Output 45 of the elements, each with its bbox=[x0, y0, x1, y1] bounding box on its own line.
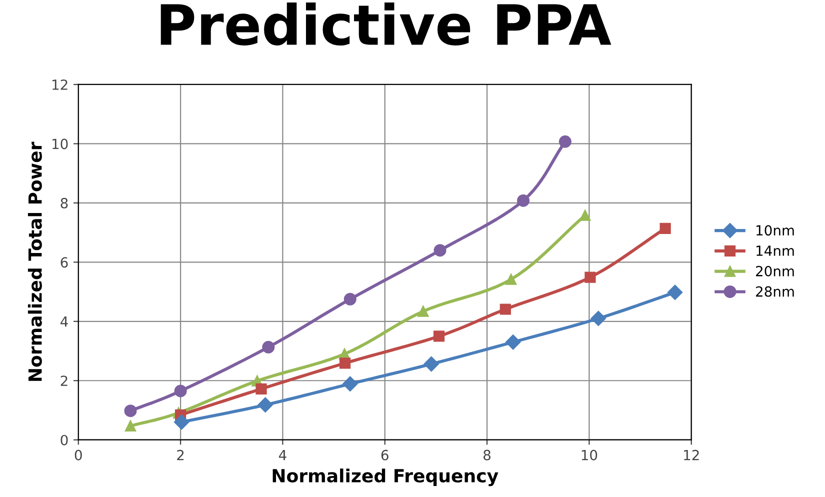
point bbox=[174, 384, 187, 398]
point bbox=[124, 420, 136, 432]
point bbox=[418, 306, 429, 317]
y-tick-label: 0 bbox=[60, 434, 68, 446]
point bbox=[500, 304, 511, 315]
point bbox=[505, 274, 517, 285]
point bbox=[424, 356, 439, 372]
y-tick-label: 4 bbox=[60, 316, 68, 327]
point bbox=[124, 404, 137, 418]
point bbox=[506, 334, 521, 350]
x-tick-label: 4 bbox=[278, 450, 286, 460]
x-tick-label: 0 bbox=[74, 450, 82, 460]
x-tick-label: 8 bbox=[484, 450, 490, 460]
x-tick-label: 10 bbox=[582, 450, 598, 460]
point bbox=[580, 210, 591, 221]
point bbox=[344, 292, 356, 306]
y-tick-label: 6 bbox=[60, 257, 68, 268]
chart-title: Predictive PPA bbox=[160, 2, 612, 46]
x-tick-label: 2 bbox=[177, 450, 184, 460]
point bbox=[517, 194, 530, 207]
point bbox=[433, 330, 445, 342]
y-tick-label: 8 bbox=[60, 198, 68, 208]
point bbox=[262, 340, 275, 354]
point bbox=[558, 135, 572, 148]
y-tick-label: 2 bbox=[60, 376, 68, 386]
y-tick-label: 12 bbox=[52, 79, 68, 90]
x-tick-label: 12 bbox=[684, 450, 699, 460]
legend-label: 10nm bbox=[756, 225, 794, 236]
point bbox=[258, 397, 273, 412]
point bbox=[339, 358, 351, 369]
point bbox=[434, 244, 446, 257]
point bbox=[660, 222, 671, 234]
legend-label: 14nm bbox=[756, 246, 794, 256]
point bbox=[174, 414, 190, 430]
legend-label: 28nm bbox=[756, 286, 794, 297]
point bbox=[256, 383, 267, 394]
point bbox=[342, 376, 358, 392]
y-axis-title: Normalized Total Power bbox=[28, 142, 42, 381]
legend-label: 20nm bbox=[756, 266, 794, 276]
point bbox=[584, 272, 596, 283]
x-axis-title: Normalized Frequency bbox=[272, 468, 498, 486]
point bbox=[667, 284, 683, 300]
x-tick-label: 6 bbox=[381, 450, 388, 460]
point bbox=[590, 310, 606, 326]
y-tick-label: 10 bbox=[52, 138, 68, 150]
